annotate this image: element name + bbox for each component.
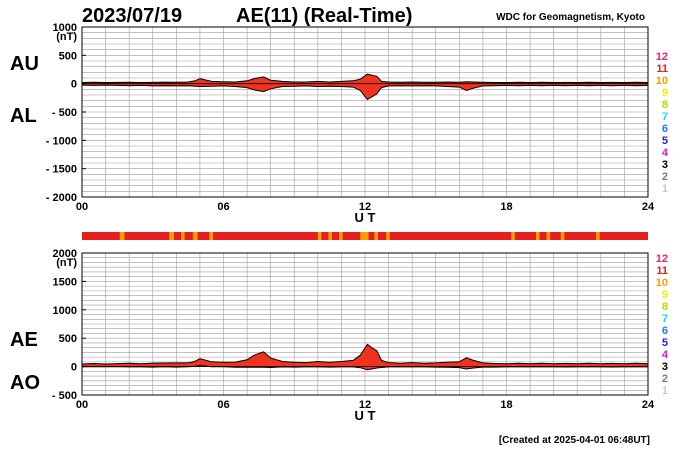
x-tick-label: 24 (642, 399, 655, 411)
y-tick-label: - 1000 (46, 135, 77, 147)
date-label: 2023/07/19 (82, 5, 182, 27)
status-bar-segment (317, 232, 322, 240)
au-label: AU (10, 53, 39, 75)
status-bar-segment (535, 232, 540, 240)
status-bar-segment (374, 232, 378, 240)
legend-entry: 10 (656, 277, 668, 289)
legend-entry: 7 (662, 313, 668, 325)
x-tick-label: 00 (76, 399, 88, 411)
status-bar-segment (386, 232, 390, 240)
status-bar-segment (169, 232, 174, 240)
legend-entry: 7 (662, 111, 668, 123)
x-tick-label: 12 (359, 399, 371, 411)
status-bar-segment (560, 232, 565, 240)
legend-entry: 4 (662, 147, 669, 159)
x-tick-label: 06 (217, 201, 229, 213)
ae-label: AE (10, 329, 38, 351)
legend-entry: 8 (662, 99, 668, 111)
y-tick-label: 0 (71, 79, 77, 91)
legend-entry: 1 (662, 183, 668, 195)
legend-entry: 2 (662, 373, 668, 385)
y-tick-label: - 1500 (46, 164, 77, 176)
au-al-panel: 1000 500 0 - 500 - 1000 - 1500 - 2000 (nT) 00 06 1… (46, 22, 655, 225)
status-bar-segment (328, 232, 332, 240)
x-tick-label: 18 (500, 201, 512, 213)
y-tick-label: 0 (71, 362, 77, 374)
legend-entry: 12 (656, 51, 668, 63)
ae-ao-panel: 2000 1500 1000 500 0 - 500 (nT) 00 06 12 18 24 U T (52, 248, 655, 423)
y-tick-label: - 500 (52, 390, 77, 402)
ao-label: AO (10, 372, 40, 394)
status-bar-segment (192, 232, 198, 240)
x-tick-label: 24 (642, 201, 655, 213)
y-tick-label: - 2000 (46, 192, 77, 204)
x-tick-label: 18 (500, 399, 512, 411)
y-tick-label: 500 (59, 50, 77, 62)
al-label: AL (10, 105, 37, 127)
legend-entry: 5 (662, 337, 668, 349)
created-label: [Created at 2025-04-01 06:48UT] (499, 435, 650, 446)
status-bar-segment (209, 232, 213, 240)
status-bar-segment (511, 232, 515, 240)
legend-entry: 10 (656, 75, 668, 87)
source-label: WDC for Geomagnetism, Kyoto (496, 12, 645, 23)
legend-entry: 3 (662, 361, 668, 373)
y-tick-label: 1000 (53, 305, 77, 317)
legend-entry: 6 (662, 325, 668, 337)
legend-entry: 3 (662, 159, 668, 171)
legend-entry: 2 (662, 171, 668, 183)
plot-frame (81, 252, 649, 396)
figure-title: AE(11) (Real-Time) (236, 5, 412, 27)
y-tick-label: 2000 (53, 248, 77, 260)
x-axis-label: U T (355, 210, 376, 225)
x-axis-label: U T (355, 408, 376, 423)
legend-entry: 9 (662, 289, 668, 301)
status-bar-segment (119, 232, 125, 240)
legend-entry: 6 (662, 123, 668, 135)
legend-entry: 11 (656, 63, 668, 75)
y-tick-label: - 500 (52, 107, 77, 119)
legend-entry: 12 (656, 253, 668, 265)
series-area-fill (82, 74, 648, 100)
x-tick-label: 00 (76, 201, 88, 213)
x-tick-label: 06 (217, 399, 229, 411)
status-bar-segment (546, 232, 551, 240)
legend-entry: 11 (656, 265, 668, 277)
series-line-au (81, 73, 649, 84)
series-line-al (81, 84, 649, 101)
status-bar-segment (596, 232, 600, 240)
status-bar (82, 232, 648, 240)
series-line-ae (81, 343, 649, 365)
y-tick-label: 500 (59, 333, 77, 345)
y-tick-label: 1000 (53, 22, 77, 34)
status-bar-segment (360, 232, 369, 240)
y-unit-label: (nT) (56, 257, 77, 269)
legend-entry: 4 (662, 349, 669, 361)
status-bar-segment (339, 232, 343, 240)
legend-entry: 8 (662, 301, 668, 313)
status-bar-segment (181, 232, 185, 240)
legend-entry: 9 (662, 87, 668, 99)
legend-entry: 1 (662, 385, 668, 397)
x-tick-label: 12 (359, 201, 371, 213)
legend-entry: 5 (662, 135, 668, 147)
series-area-fill (82, 344, 648, 370)
y-tick-label: 1500 (53, 276, 77, 288)
y-unit-label: (nT) (56, 31, 77, 43)
